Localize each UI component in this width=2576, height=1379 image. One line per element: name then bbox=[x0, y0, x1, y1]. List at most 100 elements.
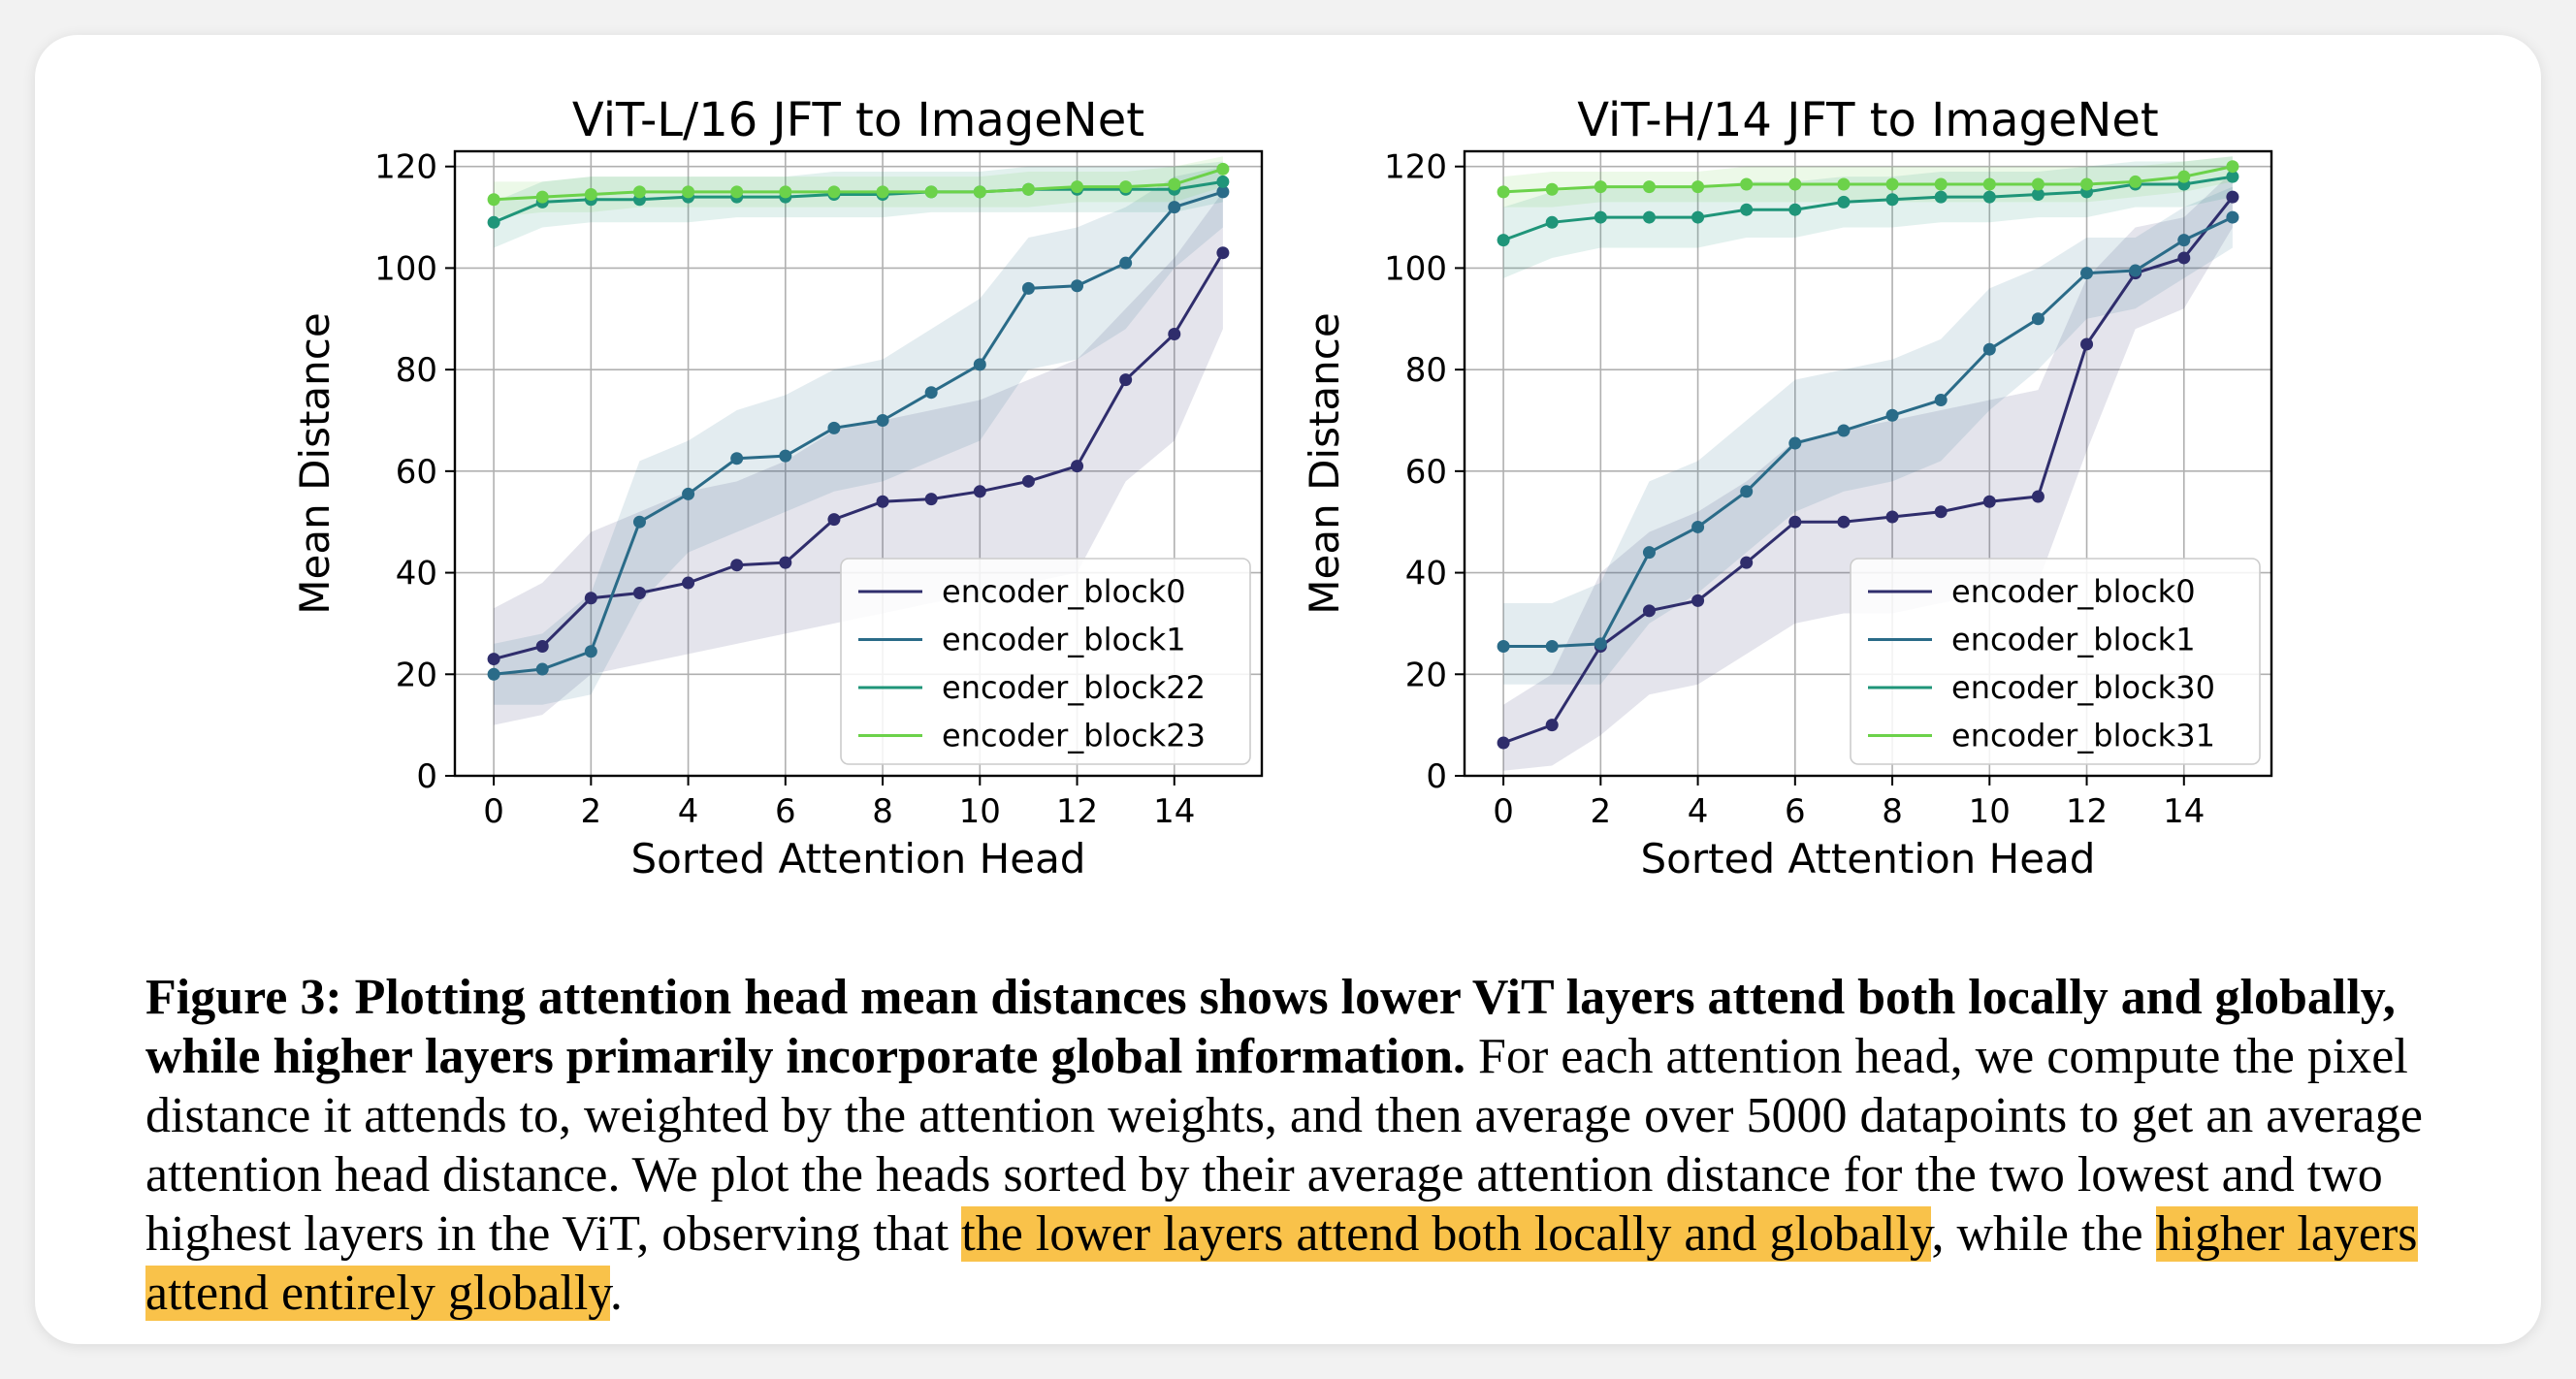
data-point-encoder_block1 bbox=[1071, 279, 1084, 293]
series-band-encoder_block0 bbox=[1503, 171, 2233, 771]
data-point-encoder_block1 bbox=[2080, 267, 2094, 280]
data-point-encoder_block23 bbox=[827, 185, 841, 199]
chart-2: 0 2 4 6 8 10 12 14 0 20 40 60 80 100 120 ViT-H/14 JFT t… bbox=[1301, 93, 2273, 882]
data-point-encoder_block22 bbox=[487, 215, 500, 229]
data-point-encoder_block30 bbox=[1740, 203, 1754, 216]
x-axis-label: Sorted Attention Head bbox=[1641, 835, 2096, 882]
data-point-encoder_block0 bbox=[1642, 604, 1656, 618]
data-point-encoder_block0 bbox=[2226, 190, 2239, 204]
data-point-encoder_block0 bbox=[779, 556, 792, 569]
caption-body-text-3: . bbox=[609, 1266, 623, 1321]
data-point-encoder_block31 bbox=[1788, 177, 1802, 191]
data-point-encoder_block31 bbox=[2080, 177, 2094, 191]
data-point-encoder_block30 bbox=[1642, 210, 1656, 224]
legend-label: encoder_block0 bbox=[1951, 573, 2196, 610]
x-axis-label: Sorted Attention Head bbox=[631, 835, 1086, 882]
data-point-encoder_block1 bbox=[973, 358, 986, 371]
data-point-encoder_block23 bbox=[1168, 177, 1181, 191]
data-point-encoder_block1 bbox=[584, 645, 597, 658]
x-tick-label: 2 bbox=[1591, 792, 1612, 831]
data-point-encoder_block31 bbox=[2129, 175, 2142, 188]
data-point-encoder_block1 bbox=[1594, 637, 1607, 651]
y-tick-label: 20 bbox=[1405, 656, 1447, 694]
data-point-encoder_block0 bbox=[1168, 327, 1181, 340]
data-point-encoder_block1 bbox=[1934, 394, 1948, 407]
data-point-encoder_block0 bbox=[1982, 495, 1996, 508]
x-tick-label: 0 bbox=[1493, 792, 1514, 831]
data-point-encoder_block0 bbox=[2031, 490, 2045, 503]
series-band-encoder_block1 bbox=[1503, 186, 2233, 685]
data-point-encoder_block23 bbox=[1216, 162, 1230, 176]
data-point-encoder_block31 bbox=[2031, 177, 2045, 191]
data-point-encoder_block31 bbox=[1934, 177, 1948, 191]
data-point-encoder_block0 bbox=[2080, 337, 2094, 351]
data-point-encoder_block31 bbox=[1885, 177, 1899, 191]
y-tick-label: 120 bbox=[374, 148, 437, 187]
data-point-encoder_block31 bbox=[2226, 160, 2239, 174]
data-point-encoder_block1 bbox=[1837, 424, 1851, 437]
data-point-encoder_block1 bbox=[1642, 546, 1656, 560]
data-point-encoder_block23 bbox=[924, 185, 938, 199]
data-point-encoder_block30 bbox=[1545, 215, 1559, 229]
legend: encoder_block0 encoder_block1 encoder_bloc… bbox=[1850, 558, 2261, 765]
x-tick-label: 6 bbox=[1785, 792, 1806, 831]
data-point-encoder_block30 bbox=[1788, 203, 1802, 216]
data-point-encoder_block30 bbox=[2031, 188, 2045, 202]
data-point-encoder_block23 bbox=[779, 185, 792, 199]
data-point-encoder_block0 bbox=[827, 513, 841, 527]
data-point-encoder_block0 bbox=[1119, 373, 1133, 387]
series-line-encoder_block31 bbox=[1503, 165, 2234, 194]
x-tick-label: 8 bbox=[872, 792, 893, 831]
x-tick-label: 8 bbox=[1882, 792, 1903, 831]
data-point-encoder_block23 bbox=[632, 185, 646, 199]
data-point-encoder_block23 bbox=[730, 185, 744, 199]
data-point-encoder_block23 bbox=[1021, 182, 1035, 196]
data-point-encoder_block1 bbox=[2177, 234, 2191, 247]
legend-label: encoder_block31 bbox=[1951, 718, 2215, 754]
data-point-encoder_block31 bbox=[1497, 185, 1510, 199]
data-point-encoder_block30 bbox=[1691, 210, 1705, 224]
data-point-encoder_block30 bbox=[1497, 234, 1510, 247]
data-point-encoder_block1 bbox=[2226, 210, 2239, 224]
data-point-encoder_block0 bbox=[632, 587, 646, 600]
data-point-encoder_block0 bbox=[535, 639, 549, 653]
data-point-encoder_block1 bbox=[1497, 639, 1510, 653]
data-point-encoder_block1 bbox=[730, 452, 744, 465]
data-point-encoder_block0 bbox=[1837, 515, 1851, 529]
data-point-encoder_block30 bbox=[2226, 170, 2239, 183]
legend: encoder_block0 encoder_block1 encoder_bloc… bbox=[840, 558, 1251, 765]
data-point-encoder_block31 bbox=[1594, 180, 1607, 194]
data-point-encoder_block31 bbox=[1545, 182, 1559, 196]
data-point-encoder_block0 bbox=[682, 576, 695, 590]
data-point-encoder_block1 bbox=[1885, 408, 1899, 422]
data-point-encoder_block23 bbox=[487, 193, 500, 207]
data-point-encoder_block0 bbox=[1691, 593, 1705, 607]
y-axis-label: Mean Distance bbox=[1301, 312, 1348, 614]
x-tick-label: 6 bbox=[775, 792, 796, 831]
legend-box bbox=[1850, 558, 2261, 765]
x-tick-label: 12 bbox=[2066, 792, 2108, 831]
data-point-encoder_block23 bbox=[1071, 180, 1084, 194]
data-point-encoder_block1 bbox=[924, 386, 938, 400]
series-line-encoder_block1 bbox=[493, 190, 1224, 676]
series-band-encoder_block23 bbox=[494, 156, 1223, 218]
figure-caption: Figure 3: Plotting attention head mean d… bbox=[145, 968, 2512, 1323]
series-line-encoder_block0 bbox=[493, 251, 1225, 661]
data-point-encoder_block31 bbox=[1982, 177, 1996, 191]
y-tick-label: 100 bbox=[1384, 249, 1447, 288]
data-point-encoder_block1 bbox=[632, 515, 646, 529]
y-tick-label: 80 bbox=[396, 351, 437, 390]
chart-title: ViT-H/14 JFT to ImageNet bbox=[1577, 93, 2158, 147]
series-band-encoder_block0 bbox=[494, 191, 1223, 725]
legend-label: encoder_block0 bbox=[942, 573, 1186, 610]
data-point-encoder_block31 bbox=[1642, 180, 1656, 194]
chart-title: ViT-L/16 JFT to ImageNet bbox=[572, 93, 1144, 147]
caption-body-text-2: , while the bbox=[1931, 1206, 2143, 1262]
legend-label: encoder_block30 bbox=[1951, 669, 2215, 706]
x-tick-label: 14 bbox=[1153, 792, 1195, 831]
x-tick-label: 4 bbox=[678, 792, 699, 831]
data-point-encoder_block0 bbox=[584, 592, 597, 605]
data-point-encoder_block30 bbox=[1837, 195, 1851, 208]
data-point-encoder_block0 bbox=[973, 485, 986, 498]
